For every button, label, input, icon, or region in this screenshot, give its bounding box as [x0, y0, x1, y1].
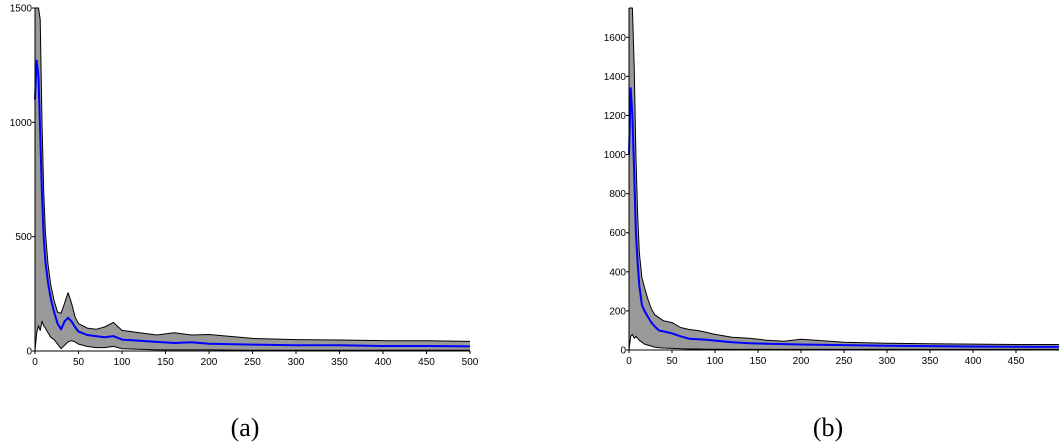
x-tick-label: 450	[418, 357, 435, 368]
band-area	[35, 8, 470, 351]
y-tick-label: 600	[609, 228, 626, 239]
x-tick-label: 100	[707, 356, 724, 367]
x-tick-label: 0	[32, 357, 38, 368]
y-tick-label: 1400	[604, 72, 627, 83]
band-area	[629, 8, 1059, 350]
mean-line	[34, 59, 471, 348]
x-tick-label: 50	[73, 357, 85, 368]
x-tick-label: 300	[879, 356, 896, 367]
x-tick-label: 50	[666, 356, 678, 367]
x-tick-label: 350	[331, 357, 348, 368]
y-tick-label: 1600	[604, 33, 627, 44]
upper-band-line	[629, 7, 1059, 345]
y-tick-label: 1000	[604, 150, 627, 161]
chart-panel-b: 0 50 100 150 200 250 300 350 400 450 0 200 400 600 800…	[604, 7, 1060, 367]
x-tick-label: 250	[244, 357, 261, 368]
x-tick-label: 500	[462, 357, 479, 368]
x-tick-label: 300	[288, 357, 305, 368]
y-tick-label: 800	[609, 189, 626, 200]
x-tick-label: 400	[375, 357, 392, 368]
x-tick-label: 0	[626, 356, 632, 367]
x-tick-label: 200	[201, 357, 218, 368]
mean-line	[628, 87, 1060, 348]
lower-band-line	[628, 333, 1059, 351]
lower-band-line	[34, 320, 470, 352]
y-tick-label: 400	[609, 267, 626, 278]
x-tick-label: 250	[836, 356, 853, 367]
y-tick-label: 1200	[604, 111, 627, 122]
x-tick-label: 450	[1008, 356, 1025, 367]
y-tick-label: 1500	[10, 4, 33, 15]
x-tick-label: 150	[750, 356, 767, 367]
x-tick-label: 350	[922, 356, 939, 367]
x-tick-label: 200	[793, 356, 810, 367]
x-tick-label: 400	[965, 356, 982, 367]
panel-label-a: (a)	[231, 413, 260, 442]
y-tick-label: 0	[620, 346, 626, 357]
upper-band-line	[35, 7, 471, 342]
y-tick-label: 200	[609, 306, 626, 317]
y-tick-label: 500	[15, 232, 32, 243]
chart-panel-a: 0 50 100 150 200 250 300 350 400 450 500 0 500 1000 15…	[10, 4, 479, 369]
panel-label-b: (b)	[813, 413, 843, 442]
y-tick-label: 1000	[10, 118, 33, 129]
y-tick-label: 0	[26, 347, 32, 358]
x-tick-label: 150	[157, 357, 174, 368]
x-tick-label: 100	[114, 357, 131, 368]
